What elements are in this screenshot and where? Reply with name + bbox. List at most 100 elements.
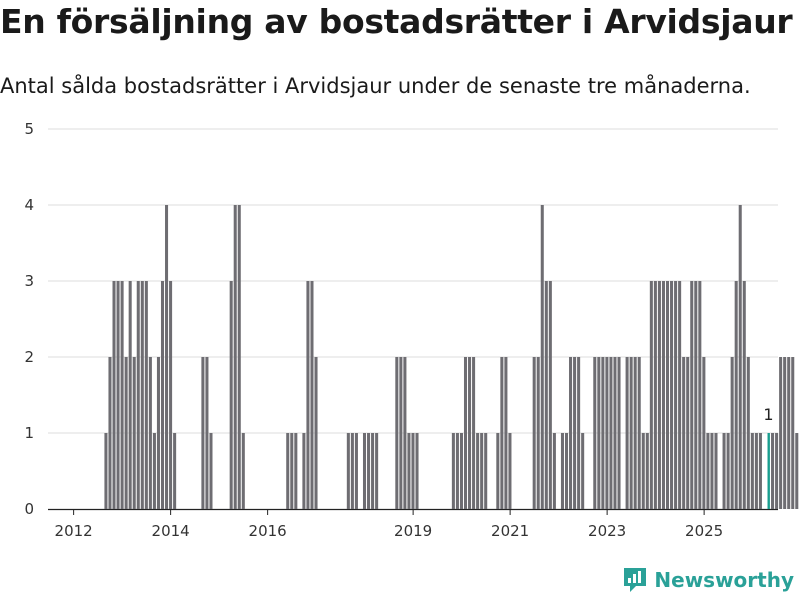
bar [569,357,573,509]
highlight-value-label: 1 [763,405,773,424]
bar [742,281,746,509]
bar [294,433,298,509]
bar [746,357,750,509]
bar [346,433,350,509]
bar [779,357,783,509]
bar [629,357,633,509]
bar [617,357,621,509]
bar [314,357,318,509]
bar [463,357,468,509]
bar [601,357,605,509]
y-tick-label: 5 [24,120,34,138]
bar [552,433,556,509]
x-tick-label: 2014 [152,522,190,540]
bar [678,281,682,509]
bar [290,433,294,509]
bar [787,357,791,509]
bar [241,433,245,509]
bar [540,205,544,509]
bar [674,281,678,509]
bar [795,433,799,509]
bar [670,281,674,509]
bar [564,433,569,509]
bar [233,205,237,509]
x-tick-label: 2023 [588,522,626,540]
bar [472,357,476,509]
bar [160,281,165,509]
bar [500,357,504,509]
bar [758,433,762,509]
bar [657,281,661,509]
bar [645,433,649,509]
bar [124,357,128,509]
bar [209,433,213,509]
bar [548,281,552,509]
bar [496,433,500,509]
bar [653,281,657,509]
bar [136,281,140,509]
bar [625,357,629,509]
bar [468,357,472,509]
bar [694,281,698,509]
bar [698,281,702,509]
bar [771,433,775,509]
bar [581,433,585,509]
bar [411,433,415,509]
bar [504,357,508,509]
bar [302,433,306,509]
bar [706,433,710,509]
bar [367,433,371,509]
x-tick-label: 2012 [55,522,93,540]
bar [783,357,787,509]
x-tick-label: 2016 [249,522,287,540]
bar [116,281,120,509]
bar [577,357,581,509]
bar [532,357,536,509]
bar [738,205,742,509]
tick-labels: 0 1 2 3 4 5 1 2012 2014 2016 2019 2021 2023 2025 [24,120,773,540]
bar [750,433,754,509]
bar [480,433,484,509]
bar [128,281,132,509]
bar [686,357,690,509]
bar-chart: 0 1 2 3 4 5 1 2012 2014 2016 2019 2021 2023 2025 [24,120,799,540]
bar [112,281,116,509]
bar [597,357,601,509]
bar [593,357,597,509]
brand-logo: Newsworthy [622,566,794,594]
highlight-bar [767,433,770,509]
bar [605,357,609,509]
bar [609,357,613,509]
bar [173,433,177,509]
bar [702,357,706,509]
bar [726,433,730,509]
bar [690,281,694,509]
bar [169,281,173,509]
bar [237,205,241,509]
bar [682,357,686,509]
bar [661,281,665,509]
bar [536,357,540,509]
bar [508,433,512,509]
bar [754,433,758,509]
bar [152,433,156,509]
x-tick-label: 2019 [394,522,432,540]
bars [104,205,799,509]
bar [455,433,459,509]
bar [415,433,419,509]
bar [399,357,403,509]
bar [354,433,358,509]
bar [730,357,734,509]
bar [560,433,564,509]
bar [633,357,637,509]
bar [310,281,314,509]
bar [641,433,645,509]
bar [407,433,411,509]
bar [350,433,354,509]
bar [306,281,310,509]
bar [375,433,379,509]
bar [403,357,407,509]
chart-title: En försäljning av bostadsrätter i Arvids… [0,2,793,41]
bar [459,433,463,509]
y-tick-label: 2 [24,348,34,366]
